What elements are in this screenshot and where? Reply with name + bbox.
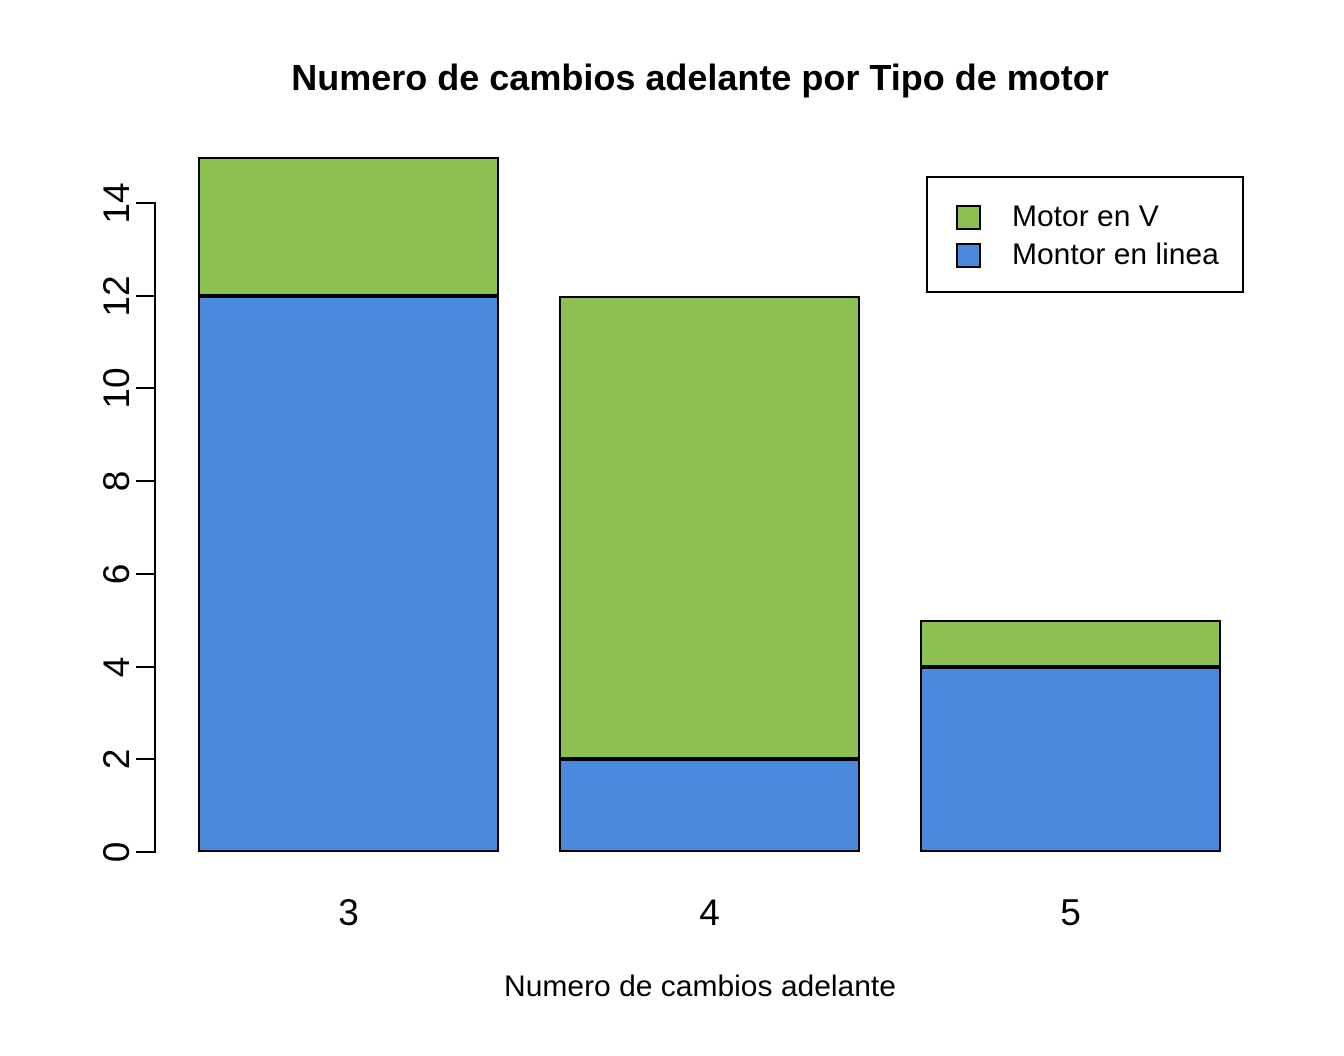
- bar-segment-motor-en-v: [559, 295, 860, 760]
- x-category-label: 4: [699, 892, 720, 933]
- bar-segment-montor-en-linea: [559, 759, 860, 852]
- bar-4: [559, 295, 860, 852]
- bar-segment-montor-en-linea: [198, 295, 499, 852]
- bar-segment-motor-en-v: [198, 156, 499, 296]
- chart-title: Numero de cambios adelante por Tipo de m…: [291, 57, 1109, 98]
- legend-box: Motor en V Montor en linea: [926, 176, 1244, 293]
- y-tick-mark: [136, 201, 156, 204]
- legend-swatch: [956, 242, 981, 268]
- legend-label: Motor en V: [1012, 200, 1159, 233]
- y-tick-label: 12: [96, 275, 137, 317]
- legend-entry: Motor en V: [956, 198, 1242, 236]
- bar-segment-motor-en-v: [920, 620, 1221, 667]
- y-tick-label: 8: [96, 470, 137, 492]
- x-axis-title: Numero de cambios adelante: [504, 970, 896, 1003]
- y-tick-label: 4: [96, 656, 137, 677]
- y-tick-label: 14: [96, 182, 137, 224]
- y-tick-mark: [136, 665, 156, 668]
- y-tick-mark: [136, 480, 156, 483]
- y-axis-line: [154, 202, 156, 853]
- y-tick-label: 10: [96, 367, 137, 409]
- y-tick-label: 6: [96, 563, 137, 585]
- y-tick-mark: [136, 851, 156, 853]
- x-category-label: 5: [1060, 892, 1081, 933]
- y-tick-mark: [136, 294, 156, 297]
- x-category-label: 3: [338, 892, 359, 933]
- legend-label: Montor en linea: [1012, 238, 1219, 271]
- y-tick-mark: [136, 387, 156, 390]
- bar-3: [198, 156, 499, 852]
- bar-segment-montor-en-linea: [920, 666, 1221, 852]
- bar-5: [920, 620, 1221, 852]
- y-tick-label: 0: [96, 841, 137, 863]
- legend-entry: Montor en linea: [956, 236, 1242, 274]
- y-tick-mark: [136, 572, 156, 575]
- y-tick-label: 2: [96, 748, 137, 770]
- y-tick-mark: [136, 758, 156, 761]
- legend-swatch: [956, 204, 981, 230]
